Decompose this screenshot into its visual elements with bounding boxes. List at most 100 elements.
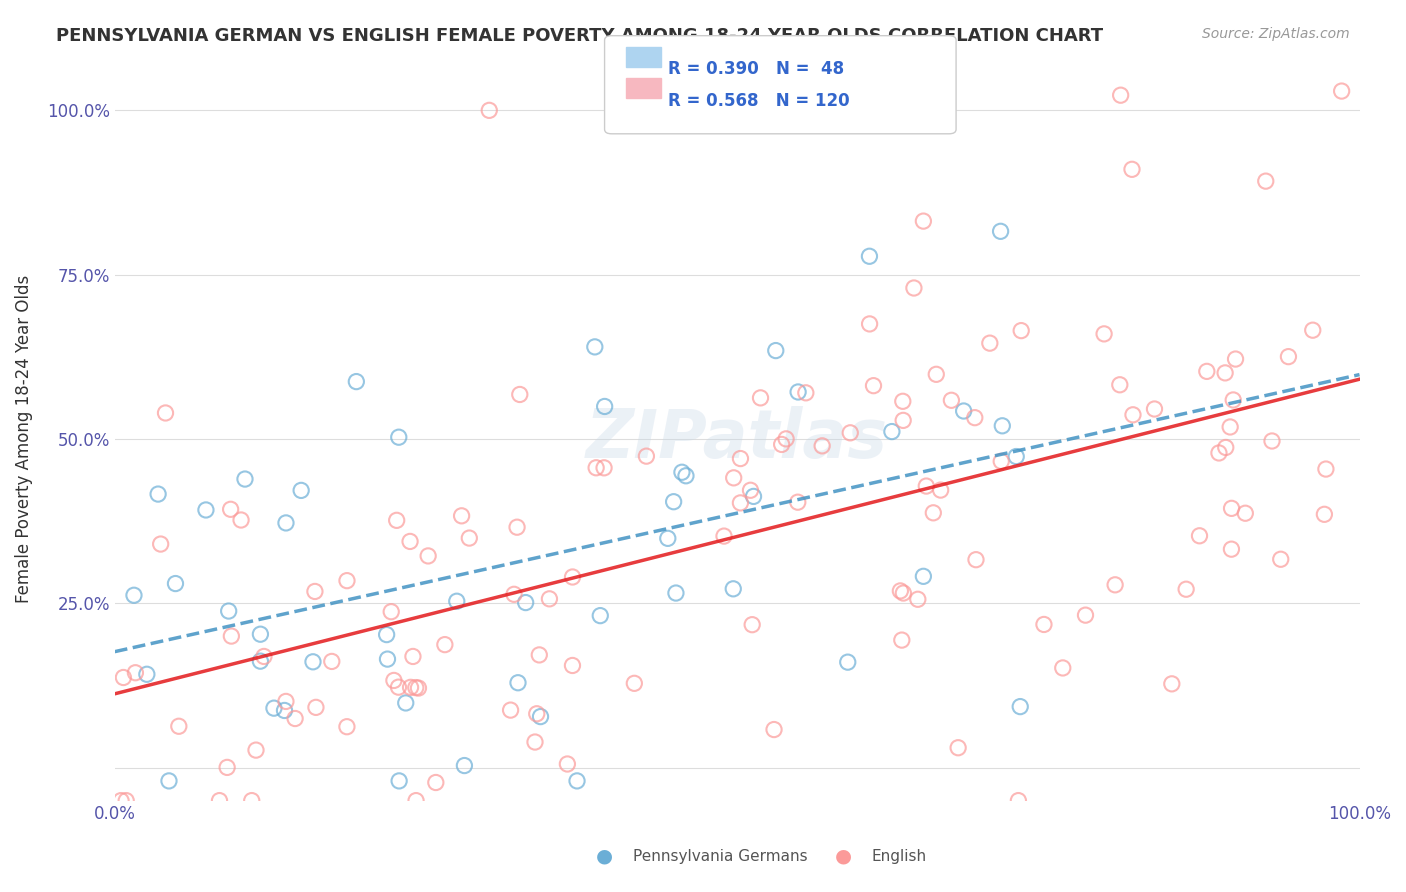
Pennsylvania Germans [453,758,475,772]
English [979,336,1001,351]
Pennsylvania Germans [912,569,935,583]
English [284,712,307,726]
English [1188,529,1211,543]
English [941,393,963,408]
English [922,506,945,520]
Pennsylvania Germans [837,655,859,669]
English [1032,617,1054,632]
English [636,449,658,463]
Pennsylvania Germans [583,340,606,354]
English [124,665,146,680]
Pennsylvania Germans [665,586,688,600]
Pennsylvania Germans [446,594,468,608]
English [903,281,925,295]
English [749,391,772,405]
English [402,649,425,664]
English [965,552,987,566]
Pennsylvania Germans [274,516,297,530]
Pennsylvania Germans [529,709,551,723]
Pennsylvania Germans [506,675,529,690]
Pennsylvania Germans [565,773,588,788]
Pennsylvania Germans [742,490,765,504]
English [723,471,745,485]
English [1121,162,1143,177]
English [382,673,405,688]
English [387,680,409,694]
English [433,638,456,652]
English [321,655,343,669]
Pennsylvania Germans [858,249,880,263]
Text: R = 0.568   N = 120: R = 0.568 N = 120 [668,92,849,110]
English [208,794,231,808]
Pennsylvania Germans [952,404,974,418]
English [1254,174,1277,188]
Pennsylvania Germans [589,608,612,623]
English [418,549,440,563]
Text: ●: ● [596,847,613,866]
English [229,513,252,527]
English [1315,462,1337,476]
English [503,587,526,601]
English [405,681,427,695]
English [1108,377,1130,392]
English [112,671,135,685]
English [1261,434,1284,448]
English [740,483,762,498]
English [304,584,326,599]
Pennsylvania Germans [194,503,217,517]
English [891,586,914,600]
English [1104,578,1126,592]
English [915,479,938,493]
Pennsylvania Germans [135,667,157,681]
Pennsylvania Germans [233,472,256,486]
English [149,537,172,551]
Pennsylvania Germans [388,773,411,788]
English [115,794,138,808]
Pennsylvania Germans [290,483,312,498]
Text: ZIPatlas: ZIPatlas [586,406,889,472]
Y-axis label: Female Poverty Among 18-24 Year Olds: Female Poverty Among 18-24 Year Olds [15,275,32,603]
Pennsylvania Germans [146,487,169,501]
Pennsylvania Germans [249,654,271,668]
Pennsylvania Germans [375,627,398,641]
Text: Pennsylvania Germans: Pennsylvania Germans [633,849,807,863]
English [891,394,914,409]
Pennsylvania Germans [990,224,1012,238]
English [623,676,645,690]
English [425,775,447,789]
English [305,700,328,714]
English [839,425,862,440]
English [253,649,276,664]
English [862,378,884,392]
Pennsylvania Germans [122,588,145,602]
English [713,529,735,543]
Pennsylvania Germans [991,418,1014,433]
English [524,735,547,749]
English [155,406,177,420]
Pennsylvania Germans [273,703,295,717]
English [1234,506,1257,520]
Pennsylvania Germans [388,430,411,444]
English [730,451,752,466]
English [1074,608,1097,623]
Pennsylvania Germans [880,425,903,439]
Text: PENNSYLVANIA GERMAN VS ENGLISH FEMALE POVERTY AMONG 18-24 YEAR OLDS CORRELATION : PENNSYLVANIA GERMAN VS ENGLISH FEMALE PO… [56,27,1104,45]
English [526,706,548,721]
English [1270,552,1292,566]
Pennsylvania Germans [787,384,810,399]
English [110,794,132,808]
English [385,513,408,527]
Pennsylvania Germans [671,465,693,479]
English [1160,677,1182,691]
English [891,413,914,427]
Pennsylvania Germans [1010,699,1032,714]
Pennsylvania Germans [723,582,745,596]
Pennsylvania Germans [662,494,685,508]
English [907,592,929,607]
English [1010,324,1032,338]
English [593,460,616,475]
English [1277,350,1299,364]
Pennsylvania Germans [302,655,325,669]
Text: ●: ● [835,847,852,866]
English [1330,84,1353,98]
